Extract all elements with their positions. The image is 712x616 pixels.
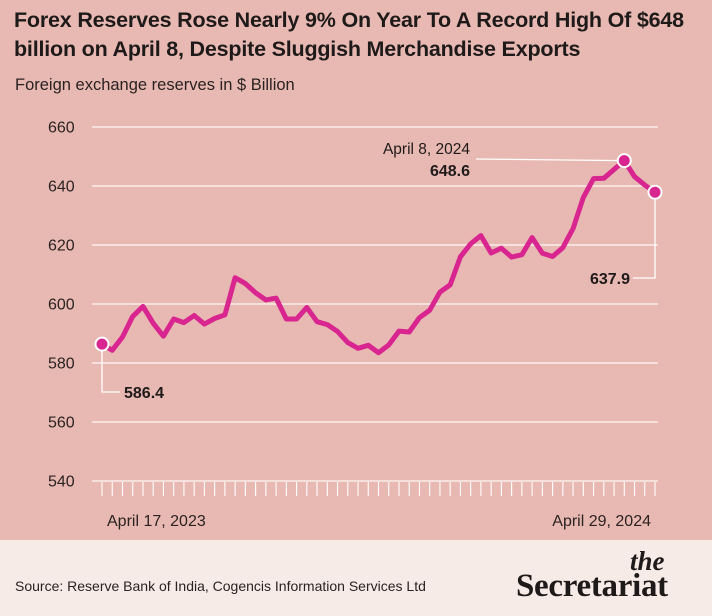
x-tick-label-start: April 17, 2023 xyxy=(107,513,206,530)
end-value-label: 637.9 xyxy=(590,271,630,288)
series-line xyxy=(99,158,658,356)
start-leader xyxy=(101,344,120,393)
y-tick-label: 560 xyxy=(48,415,75,432)
data-point xyxy=(616,153,632,169)
logo-secretariat: Secretariat xyxy=(516,568,668,604)
data-point xyxy=(647,184,663,200)
x-tick-label-end: April 29, 2024 xyxy=(552,513,651,530)
logo-the: the xyxy=(630,546,665,576)
peak-date-label: April 8, 2024 xyxy=(383,141,470,158)
data-points xyxy=(94,153,663,352)
y-tick-label: 640 xyxy=(48,179,75,196)
x-axis: April 17, 2023 April 29, 2024 xyxy=(101,482,656,530)
peak-leader xyxy=(475,158,625,162)
source-note: Source: Reserve Bank of India, Cogencis … xyxy=(15,578,426,594)
chart-title: Forex Reserves Rose Nearly 9% On Year To… xyxy=(14,8,684,61)
start-value-label: 586.4 xyxy=(124,385,164,402)
y-axis-ticks: 540 560 580 600 620 640 660 xyxy=(48,120,75,491)
data-point xyxy=(94,336,110,352)
y-tick-label: 540 xyxy=(48,474,75,491)
y-tick-label: 580 xyxy=(48,356,75,373)
footer: Source: Reserve Bank of India, Cogencis … xyxy=(0,540,712,616)
chart-subtitle: Foreign exchange reserves in $ Billion xyxy=(15,76,295,94)
y-tick-label: 600 xyxy=(48,297,75,314)
y-tick-label: 620 xyxy=(48,238,75,255)
end-leader xyxy=(633,192,656,279)
peak-value-label: 648.6 xyxy=(430,163,470,180)
annotations: 586.4 637.9 April 8, 2024 648.6 xyxy=(101,141,656,402)
y-tick-label: 660 xyxy=(48,120,75,137)
gridlines xyxy=(92,126,658,482)
